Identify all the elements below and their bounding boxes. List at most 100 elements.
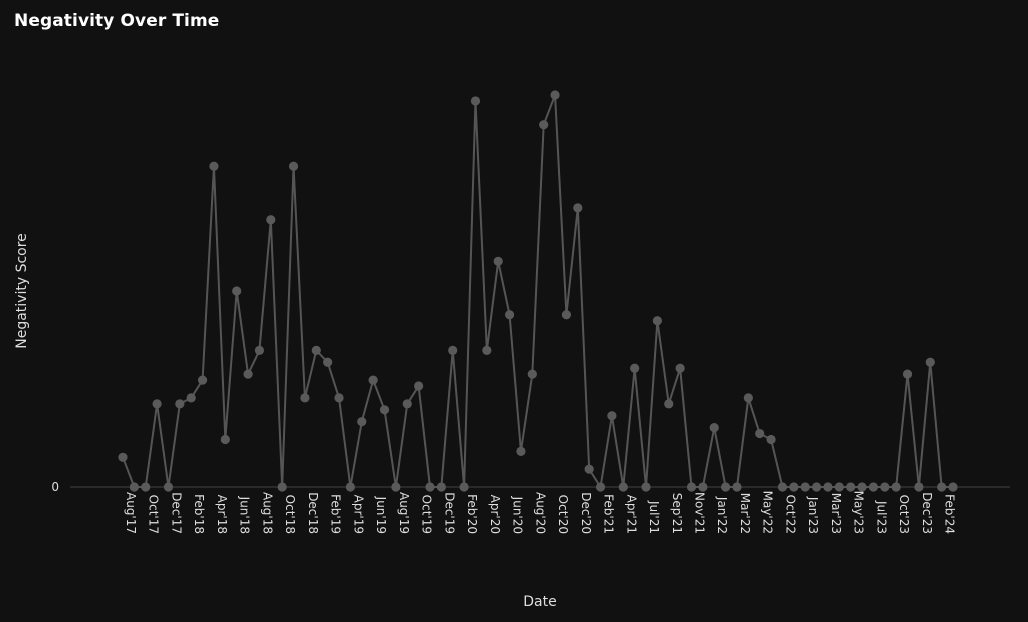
x-tick-label: Jul'21 xyxy=(647,500,661,534)
x-tick-label: Feb'20 xyxy=(465,494,479,534)
data-point xyxy=(595,482,606,492)
x-tick-labels: Aug'17 Oct'17 Dec'17 Feb'18 Apr'18 Jun'18 Aug'… xyxy=(124,491,957,534)
x-tick-label: Sep'21 xyxy=(670,493,684,534)
data-point xyxy=(846,482,856,492)
data-point xyxy=(277,482,287,492)
data-point xyxy=(470,96,481,106)
x-tick-label: Jan'22 xyxy=(715,496,729,534)
x-tick-label: Jun'20 xyxy=(511,496,525,534)
y-tick-label: 0 xyxy=(51,480,59,494)
data-point xyxy=(755,428,765,439)
data-point xyxy=(345,482,355,492)
x-tick-label: Jun'18 xyxy=(238,496,252,534)
data-point xyxy=(209,161,219,171)
data-point xyxy=(766,434,776,445)
x-tick-label: Feb'24 xyxy=(943,494,957,534)
x-tick-label: May'23 xyxy=(852,491,866,534)
data-point xyxy=(834,482,844,492)
data-point xyxy=(686,482,697,492)
data-point xyxy=(402,399,412,409)
data-point xyxy=(675,363,685,373)
chart-title: Negativity Over Time xyxy=(14,11,220,31)
data-point xyxy=(220,434,230,445)
data-point xyxy=(823,482,833,492)
x-axis-title: Date xyxy=(523,594,556,610)
x-tick-label: Jan'23 xyxy=(806,496,820,534)
data-point xyxy=(800,482,810,492)
data-point xyxy=(175,399,185,409)
x-tick-label: Oct'18 xyxy=(283,495,297,534)
x-tick-label: Oct'22 xyxy=(783,495,797,534)
x-tick-label: Apr'18 xyxy=(215,495,229,534)
data-point xyxy=(129,482,139,492)
x-tick-label: Dec'23 xyxy=(920,492,934,534)
data-point xyxy=(459,482,469,492)
data-point xyxy=(777,482,788,492)
data-point xyxy=(504,310,515,320)
data-point xyxy=(550,90,560,100)
data-point xyxy=(709,423,719,433)
data-point xyxy=(243,369,253,379)
x-tick-label: Jun'19 xyxy=(374,496,388,534)
data-point xyxy=(607,411,617,421)
data-point xyxy=(311,345,321,355)
x-tick-label: Aug'19 xyxy=(397,492,411,534)
data-point xyxy=(186,393,196,403)
x-tick-label: Dec'18 xyxy=(306,492,320,534)
data-point xyxy=(197,375,208,385)
data-point xyxy=(516,446,526,456)
x-tick-label: Dec'17 xyxy=(169,492,183,534)
data-point xyxy=(698,482,708,492)
x-tick-label: Feb'18 xyxy=(192,494,206,534)
x-tick-label: Feb'19 xyxy=(329,494,343,534)
data-point xyxy=(880,482,890,492)
y-axis-title: Negativity Score xyxy=(14,233,30,349)
data-point xyxy=(254,345,265,355)
data-point xyxy=(902,369,913,379)
data-point xyxy=(561,310,572,320)
x-tick-label: Dec'20 xyxy=(579,492,593,534)
data-point xyxy=(300,393,310,403)
x-tick-label: Oct'17 xyxy=(147,495,161,534)
x-tick-label: Apr'20 xyxy=(488,495,502,534)
data-point xyxy=(630,363,640,373)
y-tick-labels: 0 xyxy=(51,480,59,494)
data-point xyxy=(448,345,458,355)
x-tick-label: Apr'19 xyxy=(351,495,365,534)
data-point xyxy=(857,482,867,492)
x-tick-label: Oct'19 xyxy=(420,495,434,534)
data-point xyxy=(584,464,594,474)
data-point xyxy=(868,482,879,492)
data-point xyxy=(789,482,799,492)
data-point xyxy=(573,203,583,213)
data-point xyxy=(948,482,958,492)
data-point xyxy=(141,482,151,492)
x-tick-label: Aug'20 xyxy=(533,492,547,534)
data-point xyxy=(721,482,731,492)
data-point xyxy=(652,316,662,326)
data-point xyxy=(357,417,367,427)
x-tick-label: Dec'19 xyxy=(442,492,456,534)
data-point xyxy=(743,393,753,403)
x-tick-label: Nov'21 xyxy=(693,492,707,534)
x-tick-label: Aug'17 xyxy=(124,492,138,534)
series-line xyxy=(122,94,954,488)
data-point xyxy=(323,357,333,367)
data-point xyxy=(118,452,128,462)
data-point xyxy=(436,482,446,492)
data-point xyxy=(152,399,162,409)
x-tick-label: Oct'20 xyxy=(556,495,570,534)
data-point xyxy=(482,345,492,355)
x-tick-label: Mar'23 xyxy=(829,493,843,534)
data-point xyxy=(618,482,628,492)
data-point xyxy=(925,357,935,367)
data-point xyxy=(914,482,924,492)
x-tick-label: Oct'23 xyxy=(897,495,911,534)
data-point xyxy=(891,482,901,492)
data-point xyxy=(266,215,276,225)
data-point xyxy=(163,482,174,492)
data-point xyxy=(232,286,242,296)
x-tick-label: Mar'22 xyxy=(738,493,752,534)
data-point xyxy=(732,482,742,492)
